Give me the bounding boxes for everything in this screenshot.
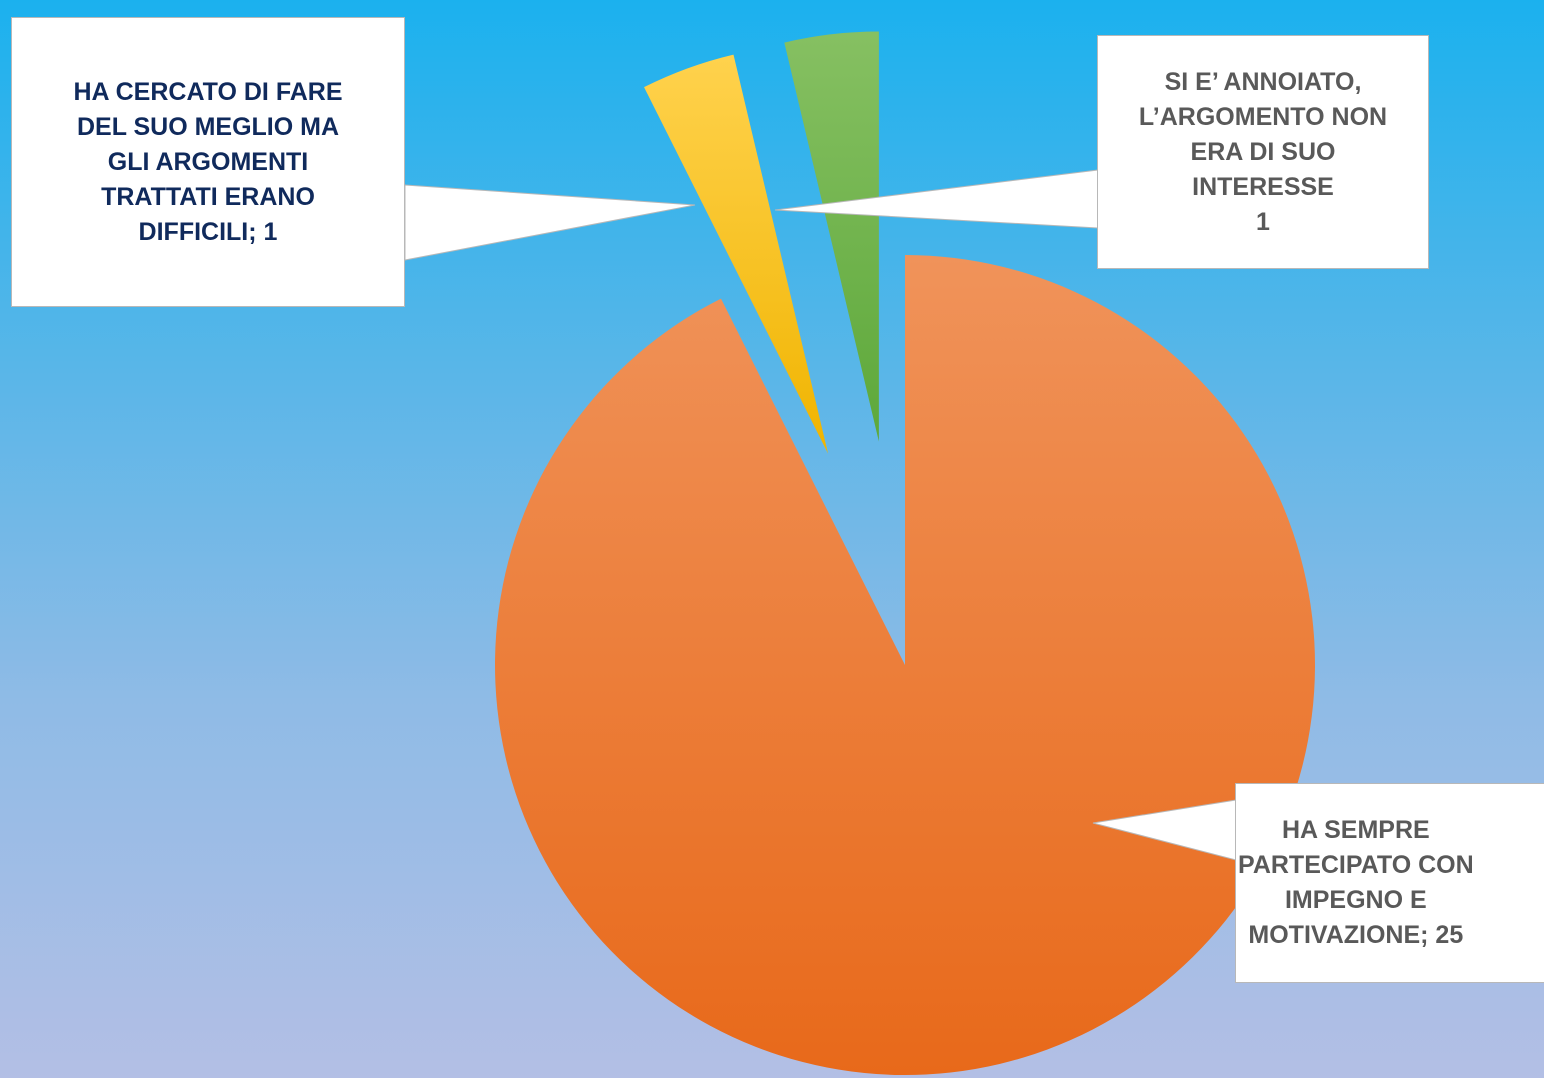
label-line: MOTIVAZIONE; 25 [1248,921,1464,949]
leader-difficili [404,184,696,261]
label-line: HA CERCATO DI FARE [73,77,343,106]
label-line: ERA DI SUO [1190,137,1336,166]
label-line: TRATTATI ERANO [101,182,315,211]
label-line: HA SEMPRE [1281,816,1430,844]
label-line: INTERESSE [1192,172,1334,201]
slice-difficili [644,54,829,454]
slice-annoiato [784,31,879,442]
label-line: PARTECIPATO CON [1238,851,1474,879]
data-label-impegno: HA SEMPRE PARTECIPATO CON IMPEGNO E MOTI… [1235,783,1544,983]
label-line: SI E’ ANNOIATO, [1164,67,1362,96]
label-line: 1 [1256,207,1270,236]
label-line: DIFFICILI; 1 [138,217,278,246]
label-line: DEL SUO MEGLIO MA [76,112,340,141]
data-label-annoiato: SI E’ ANNOIATO, L’ARGOMENTO NON ERA DI S… [1097,35,1429,269]
data-label-difficili: HA CERCATO DI FARE DEL SUO MEGLIO MA GLI… [11,17,405,307]
label-line: L’ARGOMENTO NON [1138,102,1388,131]
label-line: GLI ARGOMENTI [107,147,309,176]
label-line: IMPEGNO E [1284,886,1427,914]
slice-impegno [495,255,1316,1076]
